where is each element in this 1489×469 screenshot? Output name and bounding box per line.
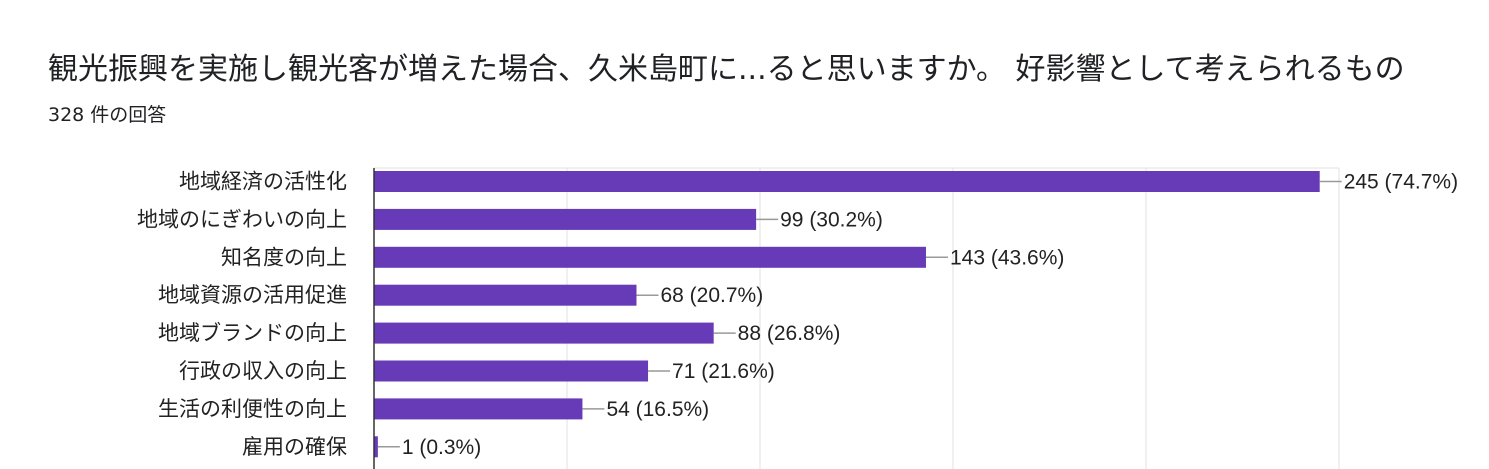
data-label: 68 (20.7%) xyxy=(660,284,763,307)
chart-title: 観光振興を実施し観光客が増えた場合、久米島町に...ると思いますか。 好影響とし… xyxy=(48,52,1405,87)
bar xyxy=(374,284,637,306)
category-label: 地域のにぎわいの向上 xyxy=(137,207,347,231)
data-label: 245 (74.7%) xyxy=(1344,171,1458,194)
data-label: 1 (0.3%) xyxy=(402,436,481,459)
category-label: 知名度の向上 xyxy=(221,245,347,269)
category-label: 地域資源の活用促進 xyxy=(158,283,347,307)
bar xyxy=(374,436,378,458)
category-label: 生活の利便性の向上 xyxy=(158,397,347,421)
category-label: 地域経済の活性化 xyxy=(179,170,347,194)
data-label: 54 (16.5%) xyxy=(606,398,709,421)
data-label: 71 (21.6%) xyxy=(672,360,775,383)
bar xyxy=(374,246,926,268)
data-label: 143 (43.6%) xyxy=(950,246,1064,269)
bar xyxy=(374,171,1320,192)
category-label: 雇用の確保 xyxy=(242,435,347,459)
bar xyxy=(374,398,583,420)
data-label: 88 (26.8%) xyxy=(738,322,841,345)
response-count: 328 件の回答 xyxy=(48,104,167,126)
category-label: 地域ブランドの向上 xyxy=(158,321,347,345)
category-label: 行政の収入の向上 xyxy=(179,359,347,383)
bar xyxy=(374,360,649,382)
data-label: 99 (30.2%) xyxy=(780,208,883,231)
bar xyxy=(374,208,757,230)
bar xyxy=(374,322,714,344)
